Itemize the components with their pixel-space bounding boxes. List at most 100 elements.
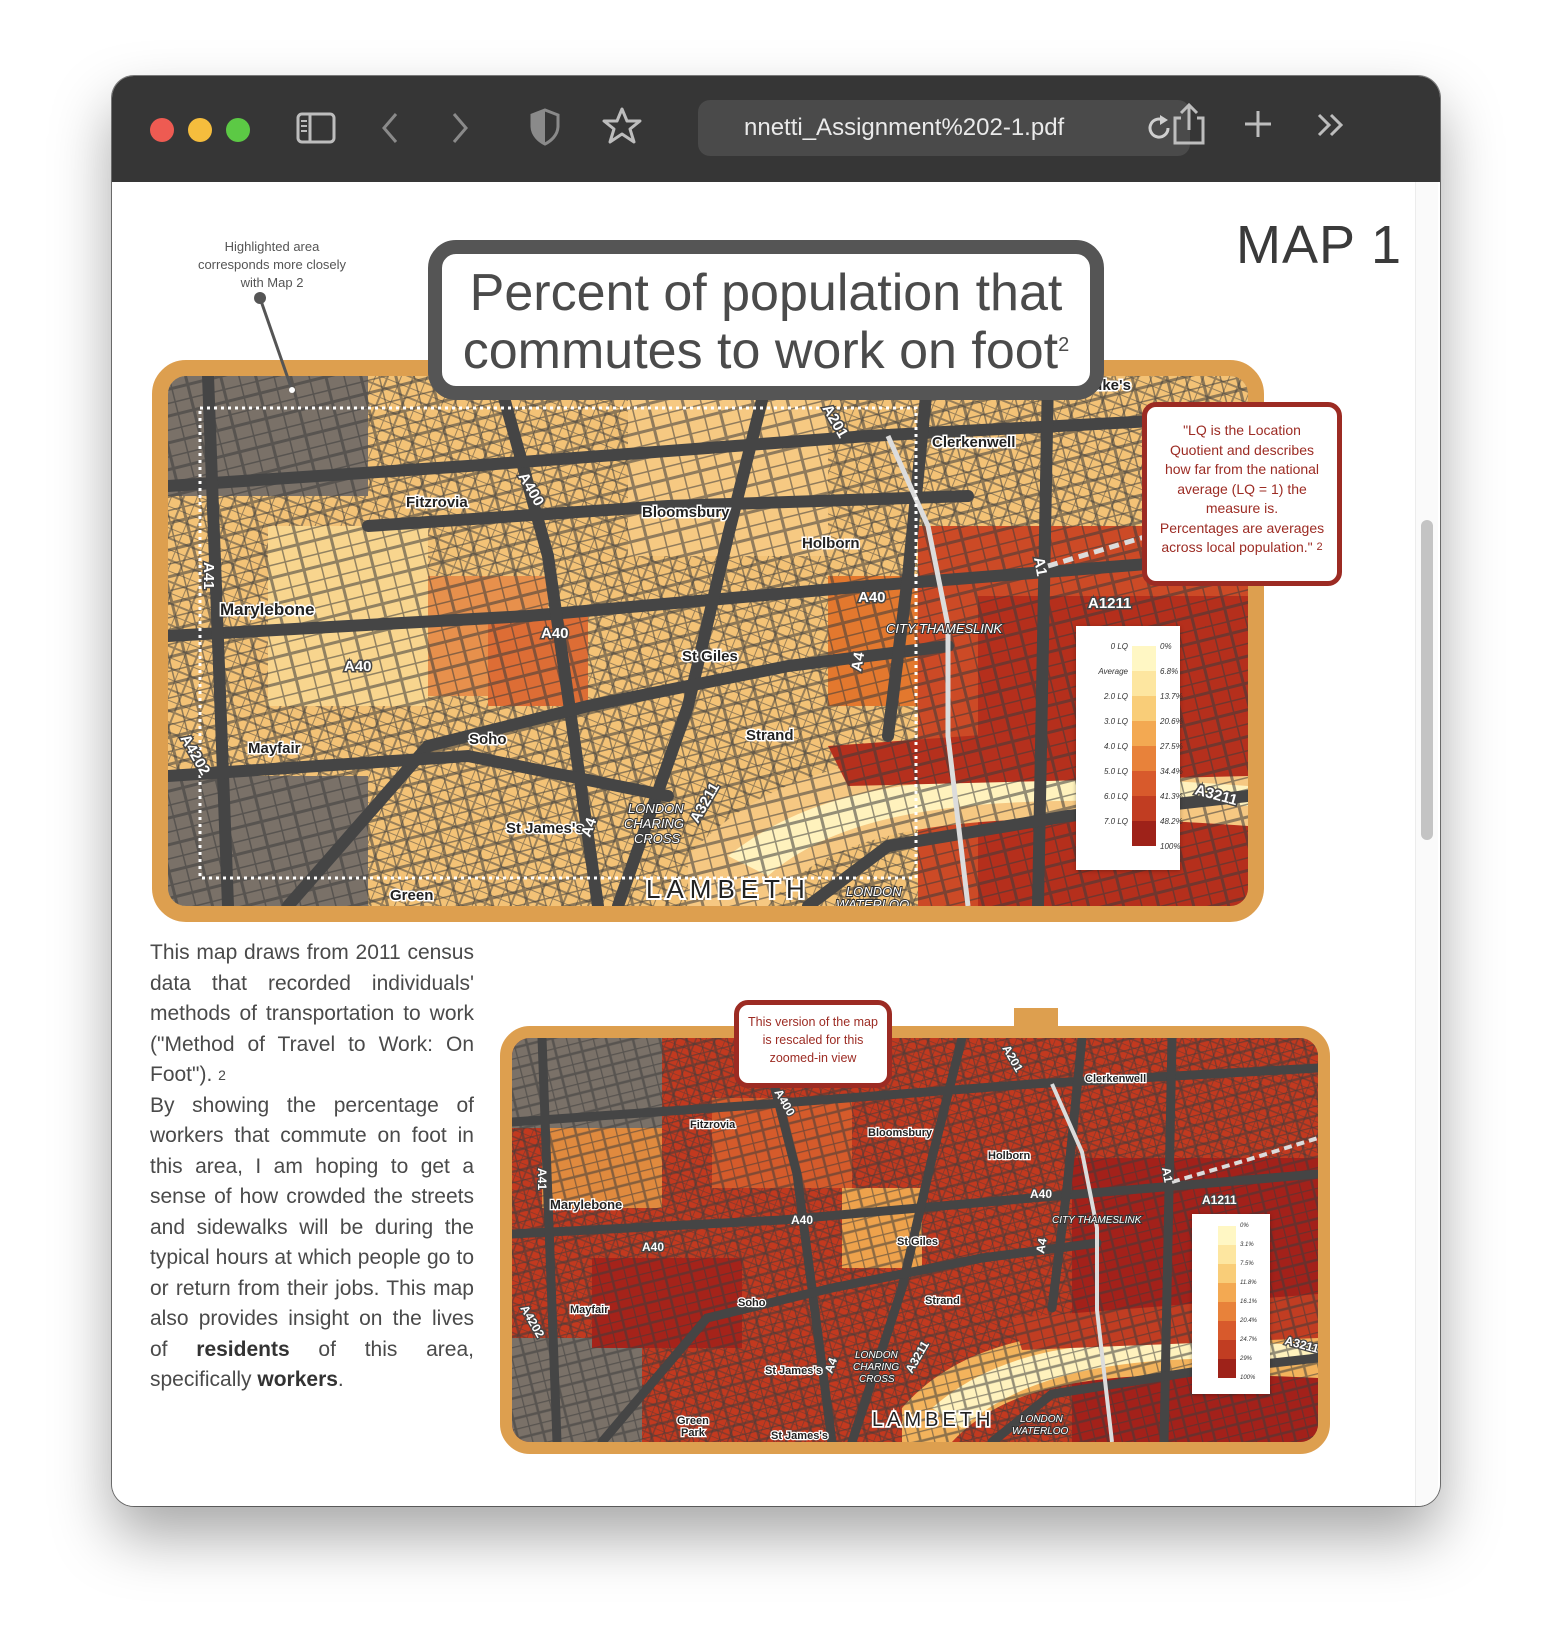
zoom-window-button[interactable] bbox=[226, 118, 250, 142]
star-icon[interactable] bbox=[602, 106, 642, 146]
new-tab-icon[interactable] bbox=[1242, 108, 1274, 140]
lq-note-line: "LQ is the Location bbox=[1183, 422, 1301, 438]
legend-percent-label: 7.5% bbox=[1240, 1261, 1254, 1267]
map-1-legend: 0% 6.8% 13.7% 20.6% 27.5% 34.4% 41.3% 48.2% 100%… bbox=[1076, 626, 1183, 870]
map-label-charing-cross: LONDON bbox=[855, 1350, 899, 1361]
map-label-soho: Soho bbox=[469, 731, 507, 748]
legend-swatch bbox=[1132, 796, 1156, 821]
legend-percent-label: 16.1% bbox=[1240, 1299, 1258, 1305]
legend-swatch bbox=[1218, 1340, 1236, 1359]
legend-percent-label: 0% bbox=[1240, 1223, 1249, 1229]
map-label-fitzrovia: Fitzrovia bbox=[690, 1119, 736, 1131]
road-label: A40 bbox=[791, 1213, 813, 1227]
map-label-strand: Strand bbox=[746, 727, 794, 744]
rescale-note-line: zoomed-in view bbox=[769, 1051, 857, 1065]
legend-percent-label: 29% bbox=[1240, 1356, 1253, 1362]
road-label: A40 bbox=[858, 589, 886, 606]
map-label-charing-cross: CROSS bbox=[859, 1374, 895, 1385]
title-line-text: commutes to work on foot bbox=[462, 322, 1059, 380]
road-label: A4 bbox=[822, 1356, 841, 1376]
road-label: A40 bbox=[541, 625, 569, 642]
map-label-st-james: St James's bbox=[765, 1365, 822, 1377]
reload-icon[interactable] bbox=[1146, 114, 1174, 142]
scrollbar-thumb[interactable] bbox=[1421, 520, 1433, 840]
sidebar-icon[interactable] bbox=[296, 112, 336, 144]
share-icon[interactable] bbox=[1172, 102, 1206, 146]
legend-percent-label: 11.8% bbox=[1240, 1280, 1257, 1286]
shield-icon[interactable] bbox=[530, 108, 560, 146]
map-label-charing-cross: LONDON bbox=[628, 801, 684, 816]
map-label-st-giles: St Giles bbox=[897, 1236, 938, 1248]
road-label: A41 bbox=[535, 1168, 549, 1190]
map-2-graphic: Fitzrovia Bloomsbury Holborn Clerkenwell… bbox=[512, 1038, 1318, 1442]
description-text: This map draws from 2011 census data tha… bbox=[150, 938, 474, 1396]
legend-percent-label: 13.7% bbox=[1160, 692, 1183, 701]
rescale-callout: This version of the map is rescaled for … bbox=[734, 1000, 892, 1088]
vertical-scrollbar[interactable] bbox=[1415, 182, 1438, 1506]
pdf-page: MAP 1 Highlighted area corresponds more … bbox=[112, 182, 1440, 1506]
map-label-charing-cross: CROSS bbox=[634, 831, 681, 846]
map-label-marylebone: Marylebone bbox=[550, 1197, 622, 1212]
road-label: A4 bbox=[1033, 1237, 1050, 1255]
map-2-legend: 0% 3.1% 7.5% 11.8% 16.1% 20.4% 24.7% 29% 100% bbox=[1192, 1214, 1270, 1394]
road-label: A40 bbox=[1030, 1187, 1052, 1201]
legend-percent-label: 0% bbox=[1160, 642, 1172, 651]
road-label: A40 bbox=[642, 1240, 664, 1254]
close-window-button[interactable] bbox=[150, 118, 174, 142]
road-label: A4 bbox=[848, 650, 868, 672]
forward-icon[interactable] bbox=[448, 110, 472, 146]
map-label-clerkenwell: Clerkenwell bbox=[932, 434, 1015, 451]
road-label: A41 bbox=[200, 562, 217, 590]
legend-swatch bbox=[1132, 746, 1156, 771]
map-1: Fitzrovia Bloomsbury Holborn Clerkenwell… bbox=[152, 360, 1264, 922]
legend-percent-label: 100% bbox=[1160, 842, 1181, 851]
legend-swatch bbox=[1218, 1245, 1236, 1264]
address-bar[interactable]: nnetti_Assignment%202-1.pdf bbox=[698, 100, 1190, 156]
map-label: MAP 1 bbox=[1236, 215, 1403, 275]
map-label-green-park: Park bbox=[681, 1427, 706, 1439]
lq-note-line: Quotient and describes bbox=[1170, 441, 1314, 458]
map-label-holborn: Holborn bbox=[802, 535, 860, 552]
map-label-st-james: St James's bbox=[506, 820, 584, 837]
paragraph-2-end: . bbox=[337, 1368, 344, 1391]
road-label: A1211 bbox=[1202, 1193, 1237, 1207]
legend-swatch bbox=[1132, 821, 1156, 846]
minimize-window-button[interactable] bbox=[188, 118, 212, 142]
rescale-note-line: This version of the map bbox=[748, 1015, 878, 1029]
legend-lq-label: 0 LQ bbox=[1110, 642, 1128, 651]
legend-percent-label: 41.3% bbox=[1160, 792, 1183, 801]
legend-lq-label: 7.0 LQ bbox=[1103, 817, 1128, 826]
map-label-lambeth: LAMBETH bbox=[872, 1409, 994, 1431]
footnote-marker: 2 bbox=[218, 1067, 226, 1083]
lq-note-line: average (LQ = 1) the bbox=[1177, 480, 1307, 497]
page-title: Percent of population that commutes to w… bbox=[442, 264, 1090, 380]
legend-swatch bbox=[1132, 696, 1156, 721]
url-text[interactable]: nnetti_Assignment%202-1.pdf bbox=[744, 114, 1065, 141]
map-label-waterloo: WATERLOO bbox=[1012, 1426, 1069, 1437]
map-label-st-james: St James's bbox=[771, 1430, 828, 1442]
bold-workers: workers bbox=[257, 1368, 338, 1391]
browser-window: nnetti_Assignment%202-1.pdf MAP 1 Highli… bbox=[112, 76, 1440, 1506]
more-icon[interactable] bbox=[1316, 112, 1346, 138]
map-label-holborn: Holborn bbox=[988, 1150, 1030, 1162]
map-label-charing-cross: CHARING bbox=[853, 1362, 899, 1373]
legend-swatch bbox=[1132, 771, 1156, 796]
lq-callout: "LQ is the Location Quotient and describ… bbox=[1142, 402, 1342, 586]
back-icon[interactable] bbox=[378, 110, 402, 146]
road-label: A1 bbox=[1030, 556, 1050, 578]
road-label: A1211 bbox=[1088, 595, 1131, 612]
paragraph-1: This map draws from 2011 census data tha… bbox=[150, 941, 474, 1086]
map-label-st-giles: St Giles bbox=[682, 648, 738, 665]
legend-swatch bbox=[1218, 1264, 1236, 1283]
legend-swatch bbox=[1132, 721, 1156, 746]
legend-lq-label: 2.0 LQ bbox=[1103, 692, 1128, 701]
map-label-waterloo: LONDON bbox=[846, 884, 902, 899]
legend-color-scale bbox=[1132, 646, 1156, 846]
road-label: A1 bbox=[1159, 1166, 1176, 1184]
map-label-soho: Soho bbox=[738, 1297, 766, 1309]
paragraph-2: By showing the percentage of workers tha… bbox=[150, 1093, 474, 1361]
highlight-note-line: Highlighted area bbox=[224, 239, 320, 254]
legend-swatch bbox=[1132, 671, 1156, 696]
title-line: Percent of population that bbox=[469, 264, 1063, 322]
map-1-graphic: Fitzrovia Bloomsbury Holborn Clerkenwell… bbox=[168, 376, 1248, 906]
